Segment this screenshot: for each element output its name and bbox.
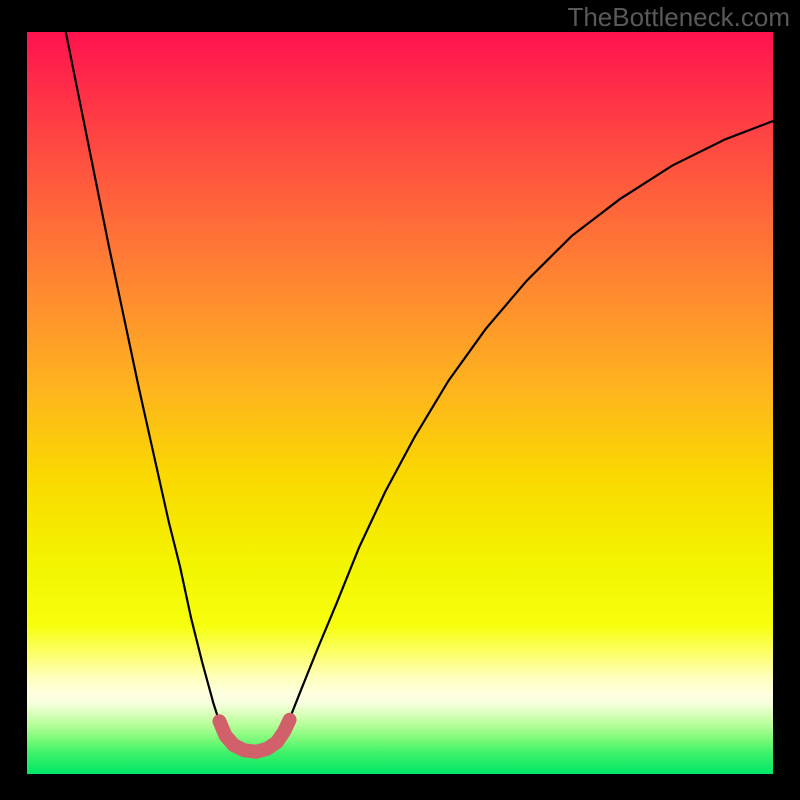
plot-background: [27, 32, 773, 774]
chart-stage: TheBottleneck.com: [0, 0, 800, 800]
chart-svg: [0, 0, 800, 800]
watermark-label: TheBottleneck.com: [567, 2, 790, 33]
